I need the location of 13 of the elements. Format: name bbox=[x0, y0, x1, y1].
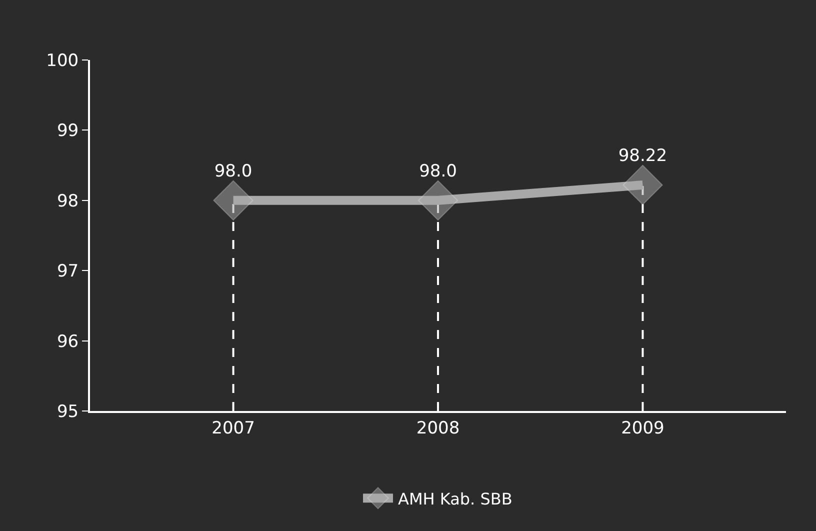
y-tick-label: 96 bbox=[56, 332, 79, 352]
y-tick-label: 99 bbox=[56, 121, 79, 142]
y-tick-label: 95 bbox=[56, 402, 79, 422]
x-tick-label: 2008 bbox=[416, 418, 460, 438]
x-tick-label: 2009 bbox=[621, 418, 664, 438]
data-label: 98.22 bbox=[618, 146, 668, 166]
data-label: 98.0 bbox=[214, 161, 252, 182]
y-tick-label: 98 bbox=[56, 191, 79, 212]
legend-label: AMH Kab. SBB bbox=[398, 489, 512, 508]
x-tick-label: 2007 bbox=[212, 418, 255, 438]
data-label: 98.0 bbox=[419, 161, 457, 182]
y-tick-label: 97 bbox=[56, 262, 79, 282]
y-tick-label: 100 bbox=[46, 50, 79, 71]
